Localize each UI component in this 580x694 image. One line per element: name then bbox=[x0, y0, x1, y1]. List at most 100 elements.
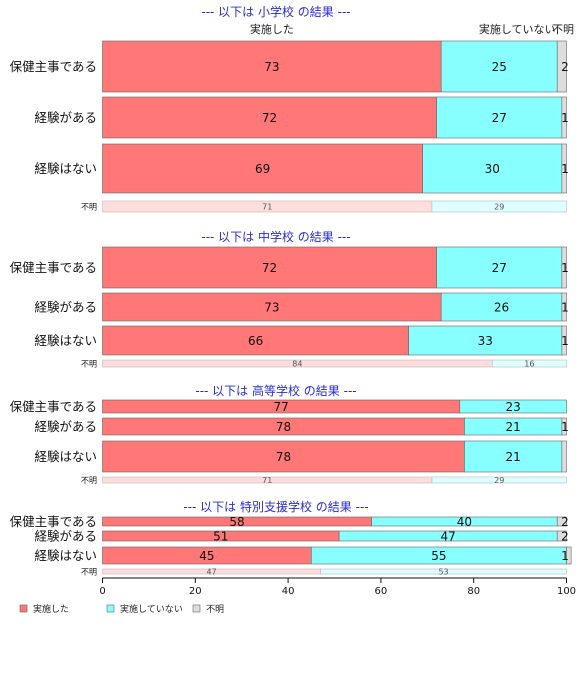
bar-segment bbox=[561, 417, 567, 436]
category-label: 経験がある bbox=[34, 419, 97, 434]
category-label: 経験がある bbox=[34, 300, 97, 315]
legend-label: 実施していない bbox=[120, 603, 183, 615]
category-label: 保健主事である bbox=[10, 514, 97, 529]
data-label: 29 bbox=[494, 476, 504, 485]
category-label: 経験はない bbox=[34, 548, 97, 563]
column-header-0: 実施した bbox=[250, 22, 294, 36]
x-tick-label: 0 bbox=[99, 586, 105, 597]
category-label: 不明 bbox=[81, 568, 97, 577]
section-title-3: --- 以下は 特別支援学校 の結果 --- bbox=[183, 499, 368, 514]
data-label: 2 bbox=[561, 515, 569, 529]
bar-segment bbox=[408, 325, 563, 356]
bar-segment bbox=[561, 143, 567, 194]
category-label: 保健主事である bbox=[10, 59, 97, 74]
bar-segment bbox=[422, 143, 563, 194]
bar-segment bbox=[431, 200, 567, 213]
bar-segment bbox=[556, 516, 567, 527]
data-label: 29 bbox=[494, 203, 504, 212]
bar-segment bbox=[102, 143, 423, 194]
legend-label: 不明 bbox=[206, 604, 224, 615]
data-label: 1 bbox=[561, 549, 569, 563]
data-label: 1 bbox=[561, 162, 569, 176]
data-label: 30 bbox=[485, 162, 500, 176]
bar-segment bbox=[320, 568, 567, 575]
bar-segment bbox=[561, 325, 567, 356]
data-label: 47 bbox=[206, 568, 216, 577]
bar-segment bbox=[556, 530, 567, 542]
data-label: 16 bbox=[524, 360, 534, 369]
bar-segment bbox=[102, 40, 442, 93]
data-label: 21 bbox=[505, 450, 520, 464]
bar-segment bbox=[436, 96, 563, 139]
data-label: 27 bbox=[492, 261, 507, 275]
data-label: 47 bbox=[441, 530, 456, 544]
column-header-2: 不明 bbox=[552, 23, 574, 36]
category-label: 不明 bbox=[81, 360, 97, 369]
data-label: 2 bbox=[561, 60, 569, 74]
data-label: 53 bbox=[438, 568, 448, 577]
data-label: 72 bbox=[262, 111, 277, 125]
bar-segment bbox=[102, 440, 465, 473]
bar-segment bbox=[102, 292, 442, 322]
data-label: 21 bbox=[505, 420, 520, 434]
data-label: 1 bbox=[561, 334, 569, 348]
data-label: 78 bbox=[276, 420, 291, 434]
legend-label: 実施した bbox=[33, 603, 69, 615]
section-title-1: --- 以下は 中学校 の結果 --- bbox=[201, 229, 350, 244]
bar-segment bbox=[561, 246, 567, 289]
bar-segment bbox=[436, 246, 563, 289]
bar-segment bbox=[459, 399, 567, 414]
category-label: 経験がある bbox=[34, 110, 97, 125]
category-label: 不明 bbox=[81, 476, 97, 485]
bar-segment bbox=[561, 96, 567, 139]
bar-segment bbox=[566, 546, 572, 565]
legend-swatch bbox=[19, 604, 28, 613]
data-label: 33 bbox=[478, 334, 493, 348]
data-label: 72 bbox=[262, 261, 277, 275]
bar-segment bbox=[440, 292, 563, 322]
bar-segment bbox=[431, 476, 567, 484]
data-label: 26 bbox=[494, 301, 509, 315]
category-label: 経験はない bbox=[34, 449, 97, 464]
data-label: 51 bbox=[213, 530, 228, 544]
bar-segment bbox=[440, 40, 558, 93]
data-label: 55 bbox=[431, 549, 446, 563]
bar-segment bbox=[464, 440, 563, 473]
legend-swatch bbox=[192, 604, 201, 613]
data-label: 27 bbox=[492, 111, 507, 125]
data-label: 45 bbox=[199, 549, 214, 563]
x-tick-label: 40 bbox=[282, 586, 295, 597]
section-title-0: --- 以下は 小学校 の結果 --- bbox=[201, 4, 350, 19]
data-label: 40 bbox=[457, 515, 472, 529]
data-label: 58 bbox=[229, 515, 244, 529]
category-label: 保健主事である bbox=[10, 399, 97, 414]
bar-segment bbox=[561, 292, 567, 322]
data-label: 84 bbox=[292, 360, 302, 369]
bar-segment bbox=[556, 40, 567, 93]
data-label: 1 bbox=[561, 261, 569, 275]
x-tick-label: 20 bbox=[189, 586, 202, 597]
bar-segment bbox=[491, 359, 567, 368]
x-tick-label: 100 bbox=[557, 586, 576, 597]
column-header-1: 実施していない bbox=[479, 22, 556, 36]
data-label: 25 bbox=[492, 60, 507, 74]
data-label: 23 bbox=[505, 400, 520, 414]
bar-segment bbox=[561, 440, 567, 473]
data-label: 69 bbox=[255, 162, 270, 176]
data-label: 73 bbox=[264, 301, 279, 315]
data-label: 78 bbox=[276, 450, 291, 464]
section-title-2: --- 以下は 高等学校 の結果 --- bbox=[195, 383, 356, 398]
x-tick-label: 80 bbox=[467, 586, 480, 597]
data-label: 77 bbox=[273, 400, 288, 414]
category-label: 経験がある bbox=[34, 529, 97, 544]
data-label: 66 bbox=[248, 334, 263, 348]
data-label: 1 bbox=[561, 420, 569, 434]
bar-segment bbox=[102, 325, 410, 356]
data-label: 71 bbox=[262, 476, 272, 485]
data-label: 1 bbox=[561, 301, 569, 315]
data-label: 73 bbox=[264, 60, 279, 74]
legend-swatch bbox=[106, 604, 115, 613]
data-label: 1 bbox=[561, 111, 569, 125]
category-label: 経験はない bbox=[34, 333, 97, 348]
